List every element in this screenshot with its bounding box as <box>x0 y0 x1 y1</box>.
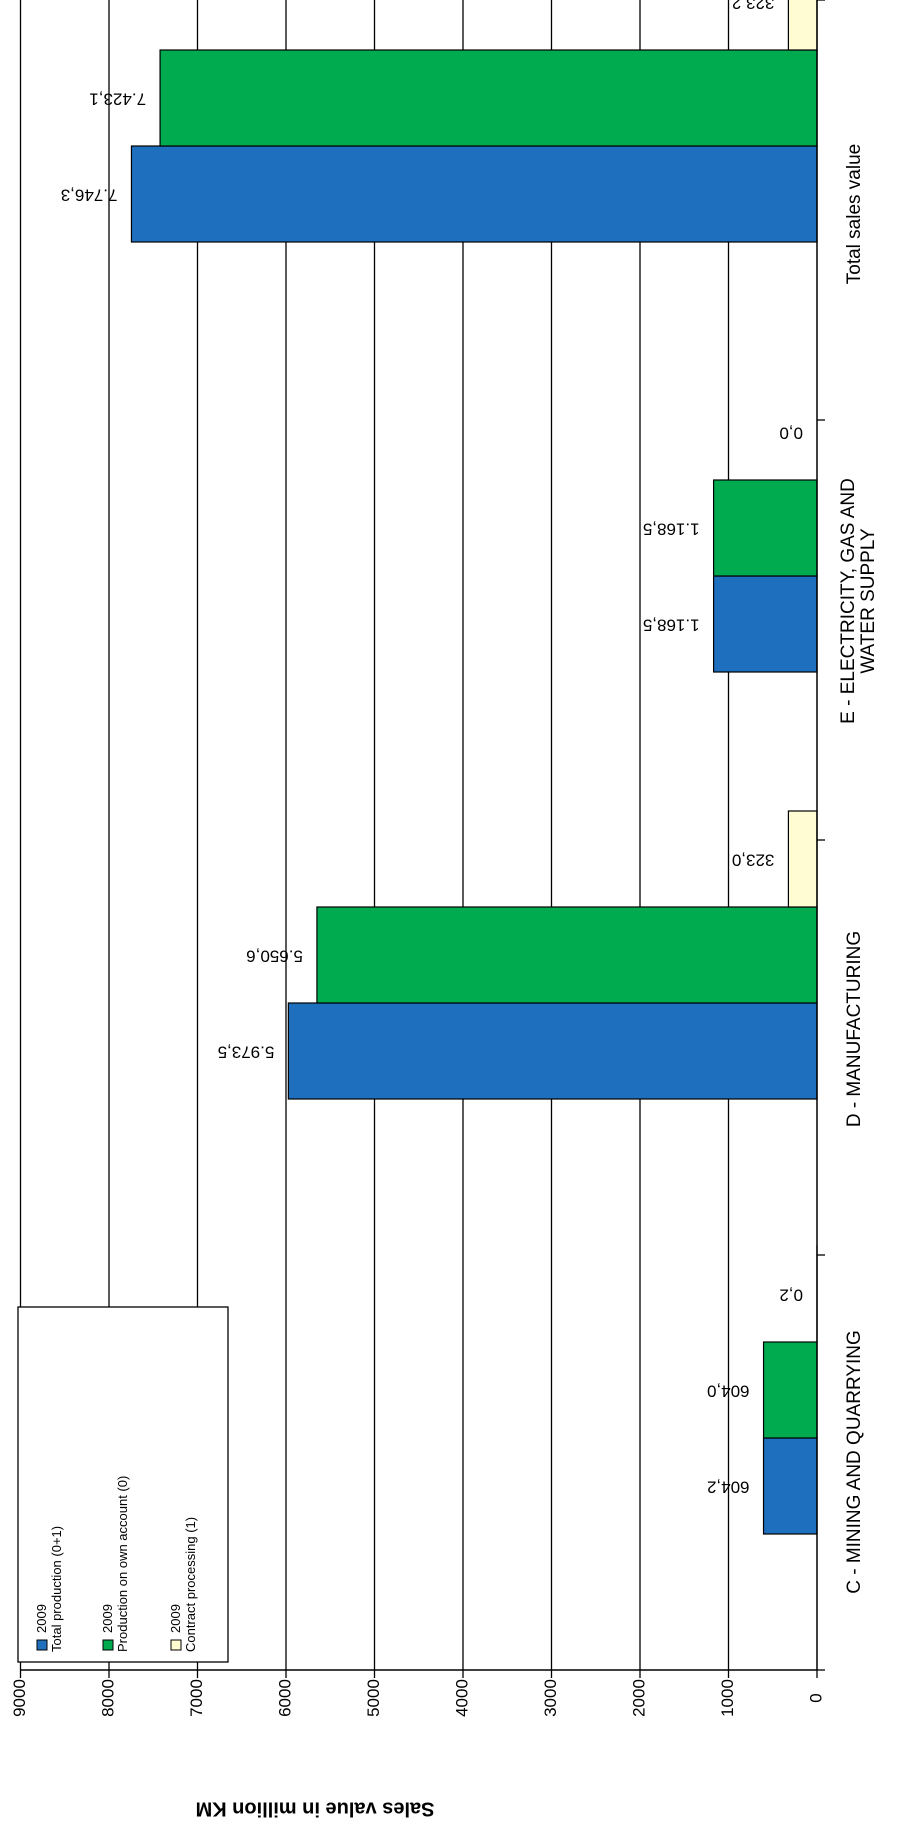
legend-label: 2009 <box>34 1604 49 1633</box>
data-label: 604,2 <box>707 1478 750 1497</box>
data-label: 323,2 <box>732 0 775 13</box>
legend-label: Production on own account (0) <box>115 1476 130 1652</box>
value-tick-label: 8000 <box>98 1679 117 1717</box>
legend-label: 2009 <box>168 1604 183 1633</box>
bar <box>712 479 818 577</box>
category-label: E - ELECTRICITY, GAS ANDWATER SUPPLY <box>838 478 879 724</box>
value-tick-label: 2000 <box>629 1679 648 1717</box>
value-tick-label: 6000 <box>275 1679 294 1717</box>
value-tick-label: 9000 <box>10 1679 29 1717</box>
category-label: Total sales value <box>844 144 865 284</box>
bar <box>287 1002 818 1100</box>
legend-label: Total production (0+1) <box>49 1526 64 1652</box>
legend-label: Contract processing (1) <box>183 1517 198 1652</box>
value-axis-title: Sales value in million KM <box>196 1798 435 1820</box>
data-label: 0,2 <box>779 1286 803 1305</box>
data-label: 1.168,5 <box>643 520 700 539</box>
legend: 2009 Total production (0+1) 2009 Production… <box>17 1306 229 1663</box>
data-label: 323,0 <box>732 851 775 870</box>
value-tick-label: 0 <box>806 1693 825 1702</box>
legend-swatch <box>102 1639 114 1651</box>
data-label: 0,0 <box>779 424 803 443</box>
labels: 604,2 5.973,5 1.168,5 7.746,3 604,0 5.650,6 1.… <box>61 0 879 1820</box>
bar <box>787 0 818 51</box>
legend-label: 2009 <box>100 1604 115 1633</box>
legend-swatch <box>170 1639 182 1651</box>
data-label: 7.746,3 <box>61 186 118 205</box>
bar <box>762 1341 818 1439</box>
bar <box>316 906 818 1004</box>
bar <box>130 145 818 243</box>
value-tick-label: 1000 <box>718 1679 737 1717</box>
data-label: 7.423,1 <box>89 90 146 109</box>
legend-swatch <box>36 1639 48 1651</box>
category-label: D - MANUFACTURING <box>844 931 865 1127</box>
category-label: C - MINING AND QUARRYING <box>844 1330 865 1594</box>
bar <box>712 575 818 673</box>
value-tick-label: 5000 <box>364 1679 383 1717</box>
value-tick-label: 3000 <box>541 1679 560 1717</box>
data-label: 604,0 <box>707 1382 750 1401</box>
value-tick-label: 4000 <box>452 1679 471 1717</box>
legend-box <box>17 1306 229 1663</box>
axes: 0 1000 2000 3000 4000 5000 6000 7000 8000 9000 <box>10 0 825 1717</box>
bar <box>762 1437 818 1535</box>
gridlines <box>19 0 730 1670</box>
data-label: 5.650,6 <box>246 947 303 966</box>
bar <box>787 810 818 908</box>
bars <box>130 0 818 1535</box>
value-tick-label: 7000 <box>187 1679 206 1717</box>
data-label: 5.973,5 <box>218 1043 275 1062</box>
bar <box>159 49 818 147</box>
data-label: 1.168,5 <box>643 616 700 635</box>
